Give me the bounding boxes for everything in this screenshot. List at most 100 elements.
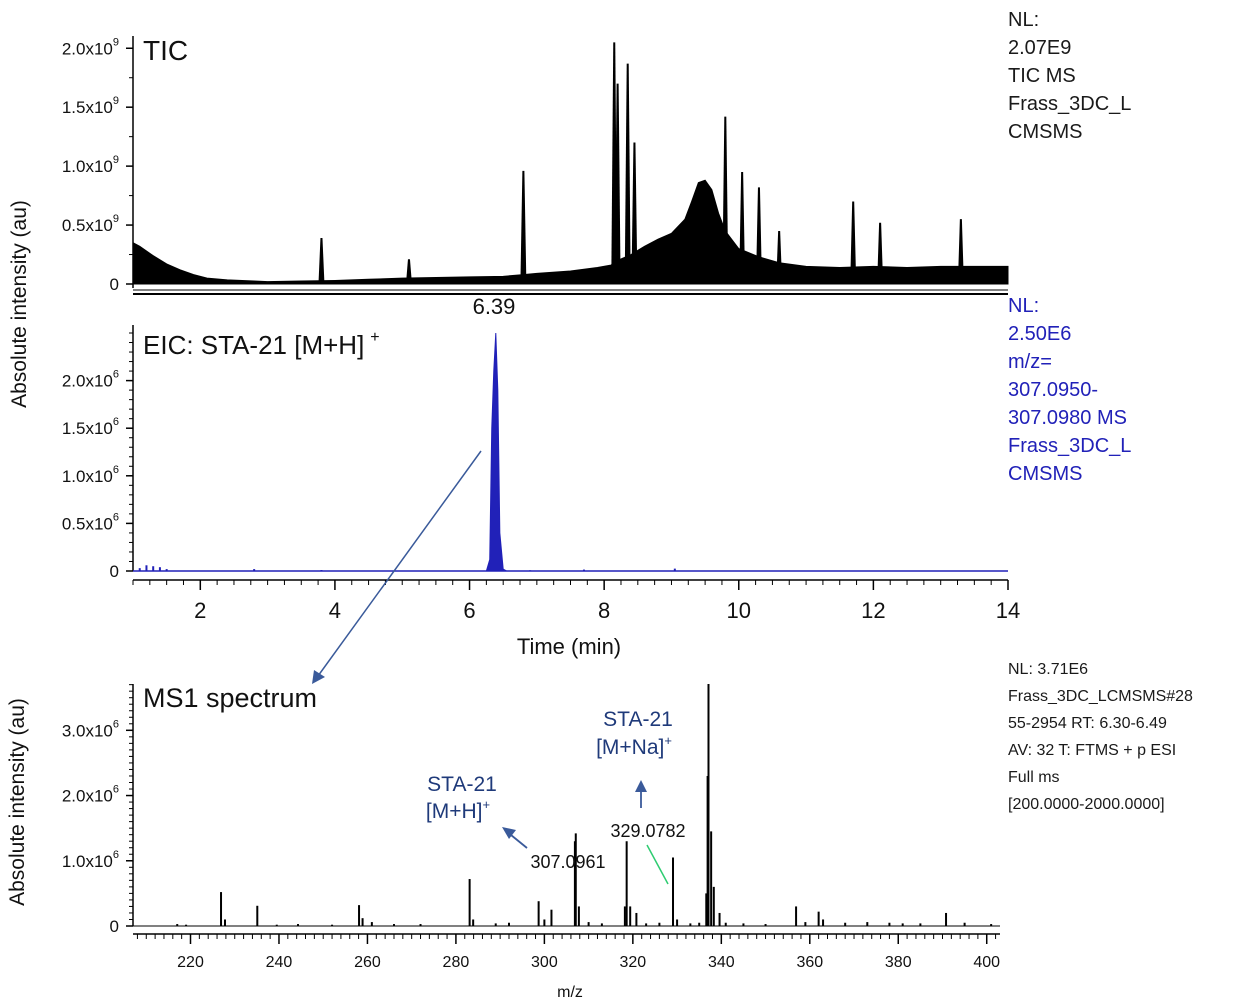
ms1-info-line: AV: 32 T: FTMS + p ESI xyxy=(1008,742,1177,759)
annotation-mh-line2: [M+H]+ xyxy=(426,797,490,823)
eic-y-tick-label-base: 2.0x10 xyxy=(62,372,113,391)
eic-x-tick-label: 10 xyxy=(727,598,751,623)
eic-y-tick-label: 0 xyxy=(110,562,119,581)
ms1-x-tick-label: 400 xyxy=(973,954,1000,971)
eic-x-tick-label: 14 xyxy=(996,598,1020,623)
tic-y-tick-label-base: 0 xyxy=(110,275,119,294)
ms1-y-tick-label-base: 3.0x10 xyxy=(62,721,113,740)
tic-y-tick-label: 0.5x109 xyxy=(62,213,119,235)
annotation-mh-text: [M+H] xyxy=(426,800,483,823)
annotation-mh-arrow xyxy=(502,827,528,849)
ms1-x-axis-title: m/z xyxy=(557,984,583,1001)
ms1-x-tick-label: 380 xyxy=(885,954,912,971)
ms1-x-tick-label: 360 xyxy=(796,954,823,971)
ms1-info-line: 55-2954 RT: 6.30-6.49 xyxy=(1008,715,1167,732)
tic-y-tick-label-exponent: 9 xyxy=(113,95,119,107)
eic-y-tick-label: 2.0x106 xyxy=(62,369,119,391)
eic-x-axis: 2 4 6 8 10 12 14 xyxy=(132,570,1020,623)
tic-y-tick-label: 0 xyxy=(110,275,119,294)
tic-peak xyxy=(631,142,638,284)
ms1-x-tick-label: 260 xyxy=(354,954,381,971)
tic-info: NL: 2.07E9 TIC MS Frass_3DC_L CMSMS xyxy=(1008,6,1131,146)
ms1-info-line: Full ms xyxy=(1008,769,1060,786)
tic-y-tick-label-exponent: 9 xyxy=(113,213,119,225)
eic-x-tick-label: 4 xyxy=(329,598,341,623)
ms1-x-tick-label: 300 xyxy=(531,954,558,971)
tic-y-tick-label: 2.0x109 xyxy=(62,36,119,58)
ms1-y-tick-label: 0 xyxy=(110,917,119,936)
peak-label-307: 307.0961 xyxy=(530,852,605,872)
ms1-peaks xyxy=(176,684,993,926)
ms1-y-tick-label-base: 2.0x10 xyxy=(62,787,113,806)
tic-y-tick-label-base: 1.5x10 xyxy=(62,98,113,117)
tic-info-line: CMSMS xyxy=(1008,121,1083,143)
eic-y-tick-label-base: 0 xyxy=(110,562,119,581)
eic-info-line: 307.0980 MS xyxy=(1008,407,1127,429)
tic-y-tick-label: 1.0x109 xyxy=(62,154,119,176)
eic-y-tick-label: 0.5x106 xyxy=(62,511,119,533)
tic-info-line: TIC MS xyxy=(1008,65,1076,87)
tic-peaks xyxy=(318,42,964,285)
tic-peak xyxy=(520,170,527,284)
eic-x-tick-label: 12 xyxy=(861,598,885,623)
top-y-axis-title: Absolute intensity (au) xyxy=(8,200,31,408)
tic-info-line: NL: xyxy=(1008,9,1040,31)
ms1-y-tick-label: 2.0x106 xyxy=(62,784,119,806)
ms1-x-axis: 220 240 260 280 300 320 340 360 380 400 xyxy=(133,925,1000,971)
eic-info: NL: 2.50E6 m/z= 307.0950- 307.0980 MS Fr… xyxy=(1008,292,1131,488)
tic-y-tick-label-exponent: 9 xyxy=(113,154,119,166)
tic-y-tick-label-base: 2.0x10 xyxy=(62,39,113,58)
annotation-mna-arrow xyxy=(635,780,647,808)
tic-peak xyxy=(776,230,783,284)
tic-y-tick-label-base: 0.5x10 xyxy=(62,216,113,235)
eic-info-line: CMSMS xyxy=(1008,463,1083,485)
ms1-y-tick-label-exponent: 6 xyxy=(113,718,119,730)
ms1-y-tick-label-exponent: 6 xyxy=(113,849,119,861)
ms1-x-tick-label: 320 xyxy=(620,954,647,971)
tic-info-line: Frass_3DC_L xyxy=(1008,93,1132,115)
annotation-mh-line1: STA-21 xyxy=(427,773,497,796)
tic-peak xyxy=(624,63,631,285)
eic-y-tick-label-exponent: 6 xyxy=(113,416,119,428)
tic-peak xyxy=(722,116,729,285)
ms1-y-tick-label: 1.0x106 xyxy=(62,849,119,871)
annotation-mna-superscript: + xyxy=(664,733,672,748)
eic-title: EIC: STA-21 [M+H] + xyxy=(143,329,380,360)
eic-x-tick-label: 8 xyxy=(598,598,610,623)
tic-peak xyxy=(850,201,857,284)
ms1-title: MS1 spectrum xyxy=(143,683,317,713)
ms1-info-line: Frass_3DC_LCMSMS#28 xyxy=(1008,688,1193,705)
ms1-info-line: [200.0000-2000.0000] xyxy=(1008,796,1165,813)
tic-trace xyxy=(132,179,1009,285)
ms1-info: NL: 3.71E6 Frass_3DC_LCMSMS#28 55-2954 R… xyxy=(1008,656,1193,818)
tic-peak xyxy=(739,172,746,284)
eic-y-tick-label-exponent: 6 xyxy=(113,511,119,523)
tic-peak xyxy=(318,238,325,284)
eic-y-tick-label-base: 1.5x10 xyxy=(62,419,113,438)
eic-info-line: 307.0950- xyxy=(1008,379,1099,401)
eic-y-tick-label-base: 1.0x10 xyxy=(62,467,113,486)
ms1-x-tick-label: 280 xyxy=(443,954,470,971)
eic-title-superscript: + xyxy=(370,329,379,346)
tic-info-line: 2.07E9 xyxy=(1008,37,1072,59)
eic-x-axis-title: Time (min) xyxy=(517,634,621,659)
annotation-mna-line2: [M+Na]+ xyxy=(596,733,672,759)
eic-peak xyxy=(485,332,509,572)
ms1-y-axis-title: Absolute intensity (au) xyxy=(6,698,29,906)
eic-x-tick-label: 2 xyxy=(194,598,206,623)
ms1-y-tick-label-base: 0 xyxy=(110,917,119,936)
tic-y-tick-label: 1.5x109 xyxy=(62,95,119,117)
ms1-y-tick-label-base: 1.0x10 xyxy=(62,852,113,871)
ms1-info-line: NL: 3.71E6 xyxy=(1008,661,1089,678)
annotation-mna-line1: STA-21 xyxy=(603,708,673,731)
eic-x-tick-label: 6 xyxy=(463,598,475,623)
tic-peak xyxy=(957,219,964,284)
ms1-x-tick-label: 220 xyxy=(177,954,204,971)
tic-y-tick-label-exponent: 9 xyxy=(113,36,119,48)
ms1-x-tick-label: 240 xyxy=(266,954,293,971)
